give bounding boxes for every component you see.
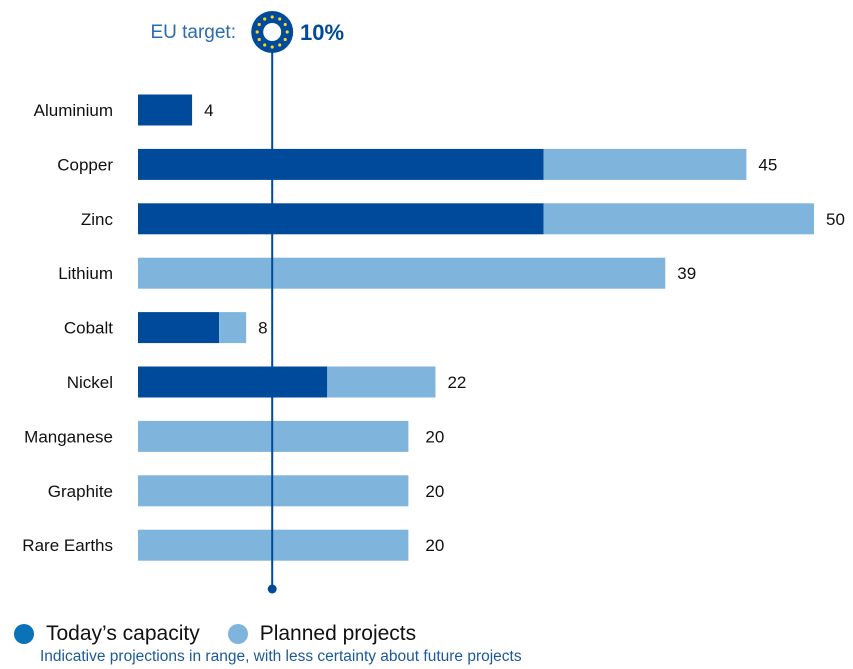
eu-flag-icon [251,11,294,53]
bar-cobalt-planned-projects [219,312,247,344]
bar-nickel-planned-projects [327,366,436,398]
category-label-manganese: Manganese [24,427,113,446]
bar-cobalt-today-s-capacity [138,312,220,344]
value-label-zinc: 50 [826,210,845,229]
eu-target-label: EU target: [150,22,236,43]
category-label-nickel: Nickel [67,373,113,392]
legend-row: Today’s capacity Planned projects [14,620,844,648]
category-labels: Aluminium Copper Zinc Lithium Cobalt Nickel Ma… [22,101,113,555]
value-label-rare-earths: 20 [425,536,444,555]
value-label-copper: 45 [758,155,777,174]
legend-label-planned-projects: Planned projects [259,622,417,645]
category-label-lithium: Lithium [58,264,113,283]
bar-aluminium-today-s-capacity [138,94,193,126]
legend-item-today-capacity: Today’s capacity [14,622,200,646]
category-label-cobalt: Cobalt [64,319,113,338]
eu-target-value: 10% [300,20,344,45]
bar-copper-today-s-capacity [138,148,544,180]
bar-nickel-today-s-capacity [138,366,328,398]
bars-group [138,94,814,561]
legend-dot-planned-projects [227,624,248,644]
legend-label-today-capacity: Today’s capacity [46,622,200,645]
bar-lithium-planned-projects [138,257,666,289]
bar-copper-planned-projects [543,148,747,180]
category-label-graphite: Graphite [48,482,113,501]
legend-item-planned-projects: Planned projects [227,622,417,646]
bar-zinc-today-s-capacity [138,203,544,235]
chart-note: Indicative projections in range, with le… [40,648,522,665]
value-label-aluminium: 4 [204,101,213,120]
value-label-graphite: 20 [425,482,444,501]
bar-chart: Aluminium Copper Zinc Lithium Cobalt Nickel Ma… [22,11,845,594]
value-label-manganese: 20 [425,427,444,446]
category-label-zinc: Zinc [81,210,114,229]
category-label-aluminium: Aluminium [34,101,113,120]
category-label-copper: Copper [57,155,113,174]
legend: Today’s capacity Planned projects Indica… [14,620,844,666]
eu-target-marker: EU target: 10% [150,11,344,594]
value-label-cobalt: 8 [258,319,267,338]
value-label-nickel: 22 [447,373,466,392]
bar-zinc-planned-projects [543,203,814,235]
value-label-lithium: 39 [677,264,696,283]
category-label-rare-earths: Rare Earths [22,536,113,555]
legend-dot-today-capacity [14,624,34,644]
eu-target-line-end-dot [267,584,277,594]
value-labels: 4 45 50 39 8 22 20 20 20 [204,101,845,555]
